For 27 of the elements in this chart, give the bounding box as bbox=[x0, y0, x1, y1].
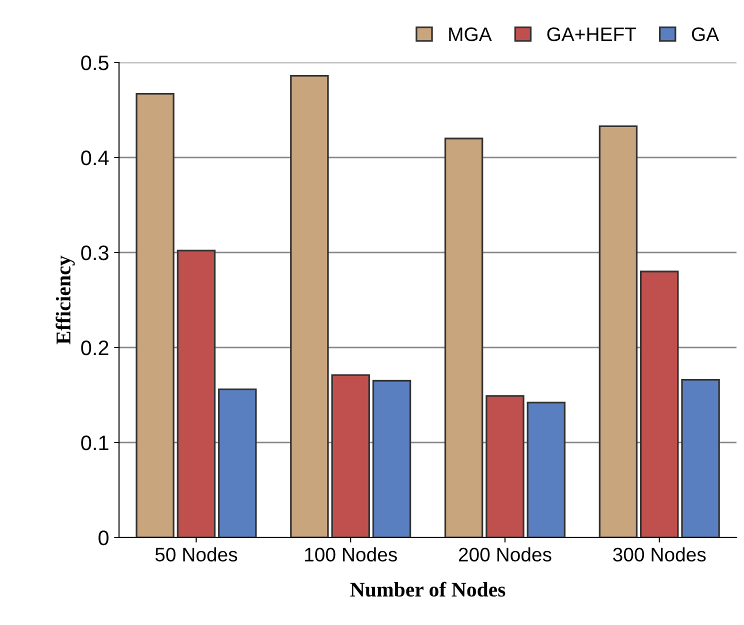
bar bbox=[176, 250, 216, 538]
bar bbox=[526, 402, 566, 538]
bar bbox=[598, 125, 638, 538]
legend-label: MGA bbox=[449, 27, 492, 42]
bar bbox=[681, 378, 720, 538]
y-tick-label: 0.3 bbox=[81, 246, 108, 260]
bar bbox=[486, 395, 524, 538]
bar bbox=[444, 138, 484, 538]
x-tick-label: 50 Nodes bbox=[155, 547, 238, 562]
x-axis-title: Number of Nodes bbox=[350, 582, 506, 597]
legend-label: GA+HEFT bbox=[547, 27, 636, 42]
y-tick-label: 0 bbox=[98, 530, 109, 546]
y-tick-label: 0.2 bbox=[81, 340, 108, 356]
bar bbox=[331, 374, 370, 538]
bar bbox=[218, 388, 257, 538]
y-tick-label: 0.4 bbox=[81, 150, 109, 166]
bar bbox=[290, 74, 329, 538]
legend-label: GA bbox=[692, 27, 720, 42]
y-tick-label: 0.1 bbox=[81, 436, 108, 450]
bar bbox=[640, 270, 679, 538]
bar bbox=[372, 380, 412, 538]
bar bbox=[136, 93, 174, 538]
x-tick-label: 200 Nodes bbox=[458, 547, 552, 562]
x-tick-label: 300 Nodes bbox=[613, 547, 706, 562]
x-tick-label: 100 Nodes bbox=[305, 547, 397, 562]
y-tick-label: 0.5 bbox=[81, 56, 108, 70]
y-axis-title: Efficiency bbox=[56, 256, 75, 344]
